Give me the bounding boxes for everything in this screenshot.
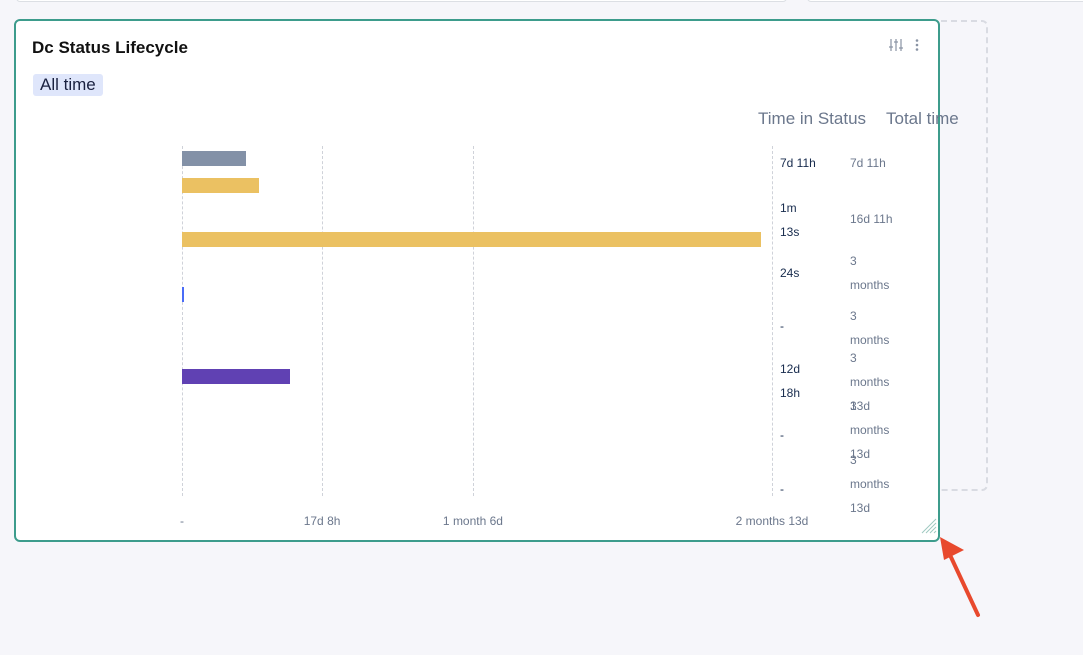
gridline bbox=[322, 146, 324, 496]
dc-status-lifecycle-widget[interactable]: Dc Status Lifecycle All time Time in Sta… bbox=[14, 19, 959, 542]
annotation-arrow-icon bbox=[940, 537, 980, 617]
gridline bbox=[472, 146, 474, 496]
time-in-status-cell: - bbox=[780, 482, 784, 496]
sliders-icon[interactable] bbox=[888, 38, 904, 52]
widget-toolbar bbox=[888, 38, 920, 52]
time-in-status-cell: - bbox=[780, 319, 784, 333]
x-tick-label: 1 month 6d bbox=[442, 514, 503, 528]
total-time-cell: 16d 11h bbox=[850, 212, 893, 226]
time-in-status-cell: 24s bbox=[780, 266, 800, 280]
gridline bbox=[182, 146, 183, 496]
gridline bbox=[772, 146, 773, 496]
chart-bar[interactable] bbox=[182, 232, 761, 247]
total-time-cell: 7d 11h bbox=[850, 156, 886, 170]
column-header-total-time: Total time bbox=[886, 109, 959, 128]
widget-title: Dc Status Lifecycle bbox=[32, 38, 188, 57]
date-range-chip[interactable]: All time bbox=[33, 74, 103, 96]
chart-bar[interactable] bbox=[182, 287, 184, 302]
total-time-cell: 3 months 13d bbox=[850, 399, 890, 461]
chart-bar[interactable] bbox=[182, 369, 291, 384]
top-card-left bbox=[16, 0, 787, 2]
chart-bar[interactable] bbox=[182, 178, 259, 193]
x-tick-label: 2 months 13d bbox=[735, 514, 809, 528]
more-vertical-icon[interactable] bbox=[914, 38, 920, 52]
time-in-status-cell: 12d 18h bbox=[780, 362, 801, 400]
time-in-status-cell: - bbox=[780, 428, 784, 442]
x-tick-label: - bbox=[180, 514, 184, 528]
total-time-cell: 3 months 13d bbox=[850, 351, 890, 413]
time-in-status-cell: 7d 11h bbox=[780, 156, 816, 170]
resize-handle-icon[interactable] bbox=[919, 516, 937, 539]
time-in-status-cell: 1m 13s bbox=[780, 201, 800, 239]
total-time-cell: 3 months bbox=[850, 254, 890, 292]
x-tick-label: 17d 8h bbox=[303, 514, 341, 528]
column-header-time-in-status: Time in Status bbox=[758, 109, 867, 128]
total-time-cell: 3 months 13d bbox=[850, 453, 890, 515]
chart-bar[interactable] bbox=[182, 151, 246, 166]
top-card-right bbox=[807, 0, 1083, 2]
total-time-cell: 3 months bbox=[850, 309, 890, 347]
